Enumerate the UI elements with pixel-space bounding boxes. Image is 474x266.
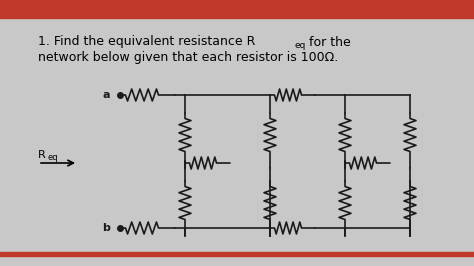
- Text: for the: for the: [305, 35, 351, 48]
- Text: 1. Find the equivalent resistance R: 1. Find the equivalent resistance R: [38, 35, 255, 48]
- Text: eq: eq: [47, 153, 58, 163]
- Text: eq: eq: [295, 40, 306, 49]
- Text: b: b: [102, 223, 110, 233]
- Text: a: a: [102, 90, 110, 100]
- Text: network below given that each resistor is 100Ω.: network below given that each resistor i…: [38, 51, 338, 64]
- Text: R: R: [38, 150, 46, 160]
- Bar: [0, 252, 474, 256]
- Bar: [0, 0, 474, 18]
